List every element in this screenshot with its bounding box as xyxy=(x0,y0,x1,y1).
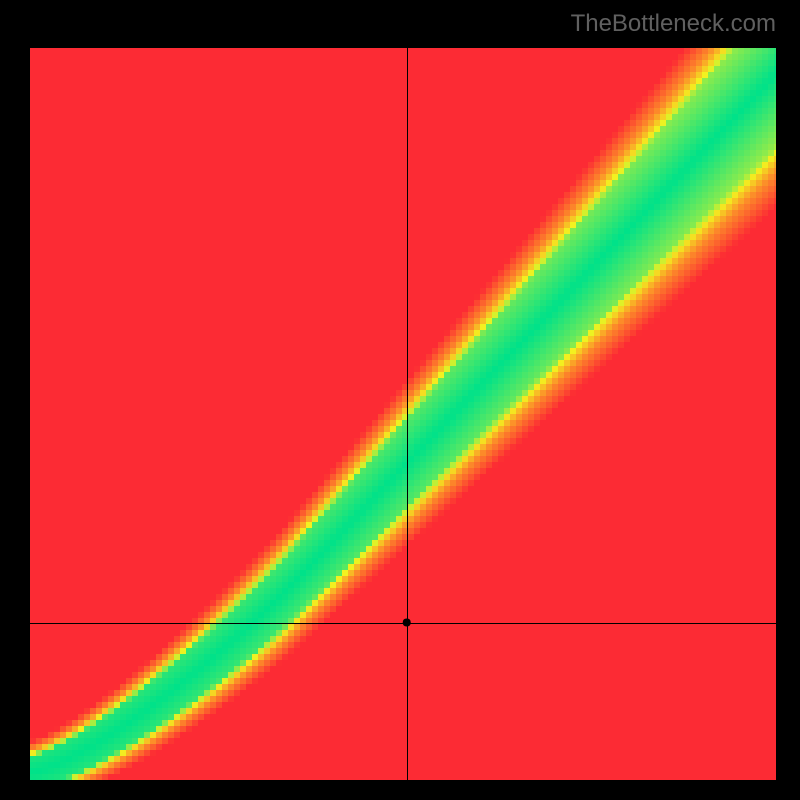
heatmap-canvas xyxy=(0,0,800,800)
chart-container: TheBottleneck.com xyxy=(0,0,800,800)
watermark-text: TheBottleneck.com xyxy=(571,10,776,38)
